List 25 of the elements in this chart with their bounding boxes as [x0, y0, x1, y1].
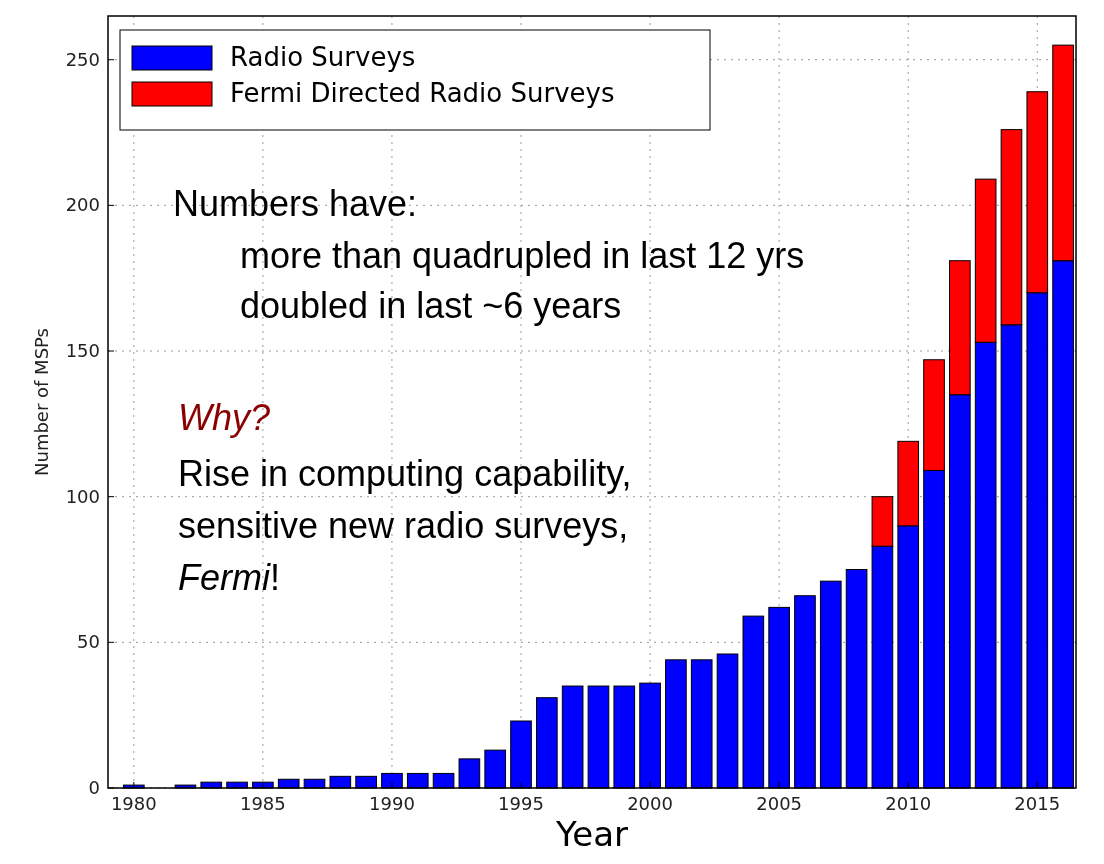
- annotation: sensitive new radio surveys,: [178, 505, 629, 546]
- annotation: more than quadrupled in last 12 yrs: [240, 235, 805, 276]
- x-tick-label: 2010: [885, 793, 932, 814]
- annotation: Fermi!: [178, 557, 281, 598]
- y-axis-title: Number of MSPs: [31, 328, 52, 476]
- x-tick-label: 1995: [498, 793, 544, 814]
- annotation: doubled in last ~6 years: [240, 285, 622, 326]
- x-tick-label: 2000: [627, 793, 673, 814]
- annotation: Numbers have:: [173, 183, 418, 224]
- y-tick-label: 150: [65, 340, 100, 362]
- annotation: Rise in computing capability,: [178, 453, 632, 494]
- x-tick-label: 2015: [1014, 793, 1061, 814]
- y-tick-label: 0: [88, 777, 100, 798]
- y-tick-label: 250: [65, 48, 100, 70]
- x-tick-label: 2005: [756, 793, 803, 814]
- y-tick-label: 100: [65, 485, 100, 507]
- x-tick-label: 1985: [239, 793, 286, 814]
- x-tick-label: 1990: [369, 793, 415, 814]
- x-axis-title: Year: [555, 814, 629, 854]
- y-tick-label: 200: [65, 194, 100, 216]
- annotation: Why?: [178, 397, 271, 438]
- legend-label: Radio Surveys: [230, 42, 416, 72]
- legend-label: Fermi Directed Radio Surveys: [230, 78, 615, 108]
- y-tick-label: 50: [77, 631, 100, 653]
- x-tick-label: 1980: [110, 793, 157, 814]
